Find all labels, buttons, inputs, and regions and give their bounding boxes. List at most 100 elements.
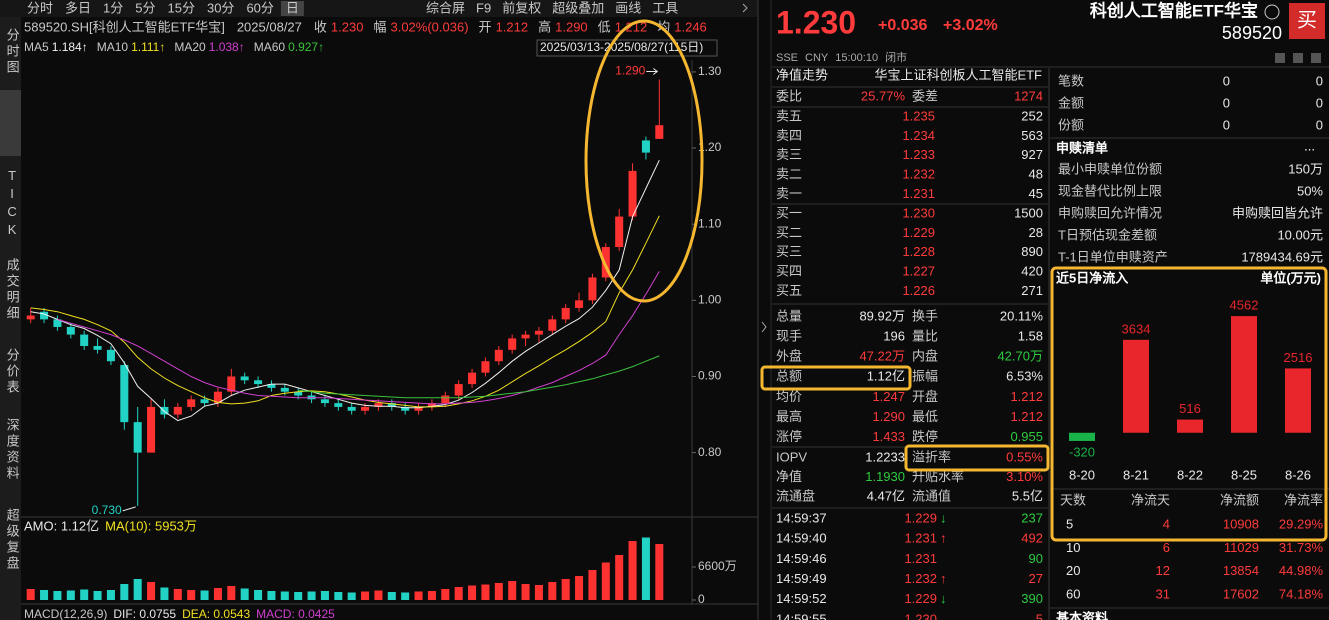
side-tab-selected [0, 90, 21, 156]
nav-label: 净值走势 [776, 67, 828, 82]
candle-body [481, 361, 490, 373]
candle-body [133, 422, 142, 453]
stat-value: 47.22万 [859, 349, 905, 364]
stat-value: 1.2233 [865, 449, 905, 464]
table-cell: 13854 [1223, 563, 1259, 578]
candle-body [347, 406, 356, 411]
field-label: 开 [479, 19, 492, 34]
side-tab[interactable]: 分时图 [5, 28, 20, 76]
period-tab[interactable]: 多日 [65, 0, 91, 15]
table-cell: 44.98% [1279, 563, 1324, 578]
field-value: 1.230 [331, 19, 364, 34]
price-change: +0.036 [878, 17, 927, 34]
volume-bar [240, 588, 249, 600]
tool-button[interactable]: 前复权 [502, 0, 541, 15]
stat-label: 外盘 [776, 349, 802, 364]
stat-label: 现手 [776, 329, 802, 344]
side-tab[interactable]: 成交明细 [5, 258, 20, 322]
legend-name: MA10 [97, 40, 129, 54]
table-cell: 6 [1163, 540, 1170, 555]
book-volume: 252 [1021, 108, 1043, 123]
stat-value: 1.290 [872, 409, 905, 424]
collapse-icon[interactable] [761, 321, 767, 333]
macd-label: MACD(12,26,9) [24, 607, 107, 620]
subscription-label: T日预估现金差额 [1058, 227, 1157, 242]
y-tick-label: 0.90 [698, 369, 722, 383]
table-header: 净流额 [1220, 492, 1259, 507]
subscription-label: 最小申赎单位份额 [1058, 161, 1162, 176]
tick-price: 1.231 [904, 531, 937, 546]
inflow-value-label: 2516 [1284, 350, 1313, 365]
period-tab[interactable]: 日 [286, 0, 299, 15]
candle-body [615, 216, 624, 248]
period-tab[interactable]: 5分 [135, 0, 155, 15]
side-tab[interactable]: TICK [5, 168, 20, 240]
side-tab[interactable]: 深度资料 [5, 418, 20, 482]
volume-bar [401, 592, 410, 600]
stat-label: 总量 [776, 308, 802, 323]
buy-label[interactable]: 买 [1297, 9, 1317, 31]
book-price: 1.232 [902, 167, 935, 182]
market-info: SSE [776, 52, 798, 64]
stat-label: 换手 [912, 308, 938, 323]
stat-label: 升贴水率 [912, 469, 964, 484]
tick-volume: 90 [1029, 551, 1043, 566]
candle-body [427, 403, 436, 407]
volume-bar [641, 537, 650, 600]
volume-bar [601, 562, 610, 600]
candle-body [655, 125, 664, 139]
market-info: 闭市 [885, 50, 907, 64]
volume-bar [320, 591, 329, 600]
tool-button[interactable]: F9 [476, 0, 491, 15]
candle-body [66, 326, 75, 335]
book-price: 1.233 [902, 147, 935, 162]
field-value: 1.212 [496, 19, 529, 34]
inflow-value-label: 4562 [1230, 298, 1259, 313]
book-price: 1.228 [902, 244, 935, 259]
volume-bar [441, 589, 450, 600]
book-price: 1.235 [902, 108, 935, 123]
period-tab[interactable]: 1分 [103, 0, 123, 15]
candle-body [280, 387, 289, 392]
macd-label: MACD: 0.0425 [256, 607, 335, 620]
book-label: 买二 [776, 225, 802, 240]
highlight [904, 444, 1050, 472]
info-icon [1264, 4, 1280, 20]
tool-button[interactable]: 综合屏 [426, 0, 465, 15]
inflow-category: 8-25 [1231, 467, 1257, 482]
toolbar-more-icon[interactable] [742, 3, 748, 13]
more-button[interactable]: ... [1304, 138, 1315, 153]
legend-value: 1.038↑ [209, 40, 245, 54]
candle-body [548, 319, 557, 331]
period-tab[interactable]: 15分 [168, 0, 195, 15]
table-cell: 60 [1066, 587, 1080, 602]
period-tab[interactable]: 分时 [27, 0, 53, 15]
side-tab[interactable]: 分价表 [5, 348, 20, 396]
buy-button[interactable] [1289, 3, 1325, 39]
tick-time: 14:59:40 [776, 531, 827, 546]
panel-icon[interactable] [1293, 53, 1303, 63]
highlight [760, 365, 912, 391]
y-tick-label: 6600万 [698, 559, 737, 573]
panel-icon[interactable] [1311, 53, 1321, 63]
volume-bar [427, 591, 436, 600]
period-tab[interactable]: 30分 [207, 0, 234, 15]
panel-icon[interactable] [1275, 53, 1285, 63]
legend-value: 1.184↑ [52, 40, 88, 54]
inflow-bar [1285, 368, 1311, 433]
side-tab[interactable]: 超级复盘 [5, 508, 20, 572]
table-header: 净流天 [1131, 492, 1170, 507]
stat-label: 均价 [776, 389, 802, 404]
tick-arrow: ↑ [940, 531, 947, 546]
subscription-label: T-1日单位申赎资产 [1058, 249, 1168, 264]
book-volume: 1500 [1014, 205, 1043, 220]
stat-value: 1.212 [1010, 409, 1043, 424]
book-label: 买五 [776, 283, 802, 298]
tool-button[interactable]: 工具 [652, 0, 678, 15]
volume-bar [508, 581, 517, 600]
tool-button[interactable]: 超级叠加 [552, 0, 604, 15]
subscription-value: 申购赎回皆允许 [1232, 205, 1323, 220]
tool-button[interactable]: 画线 [615, 0, 641, 15]
candle-body [106, 349, 115, 362]
period-tab[interactable]: 60分 [246, 0, 273, 15]
